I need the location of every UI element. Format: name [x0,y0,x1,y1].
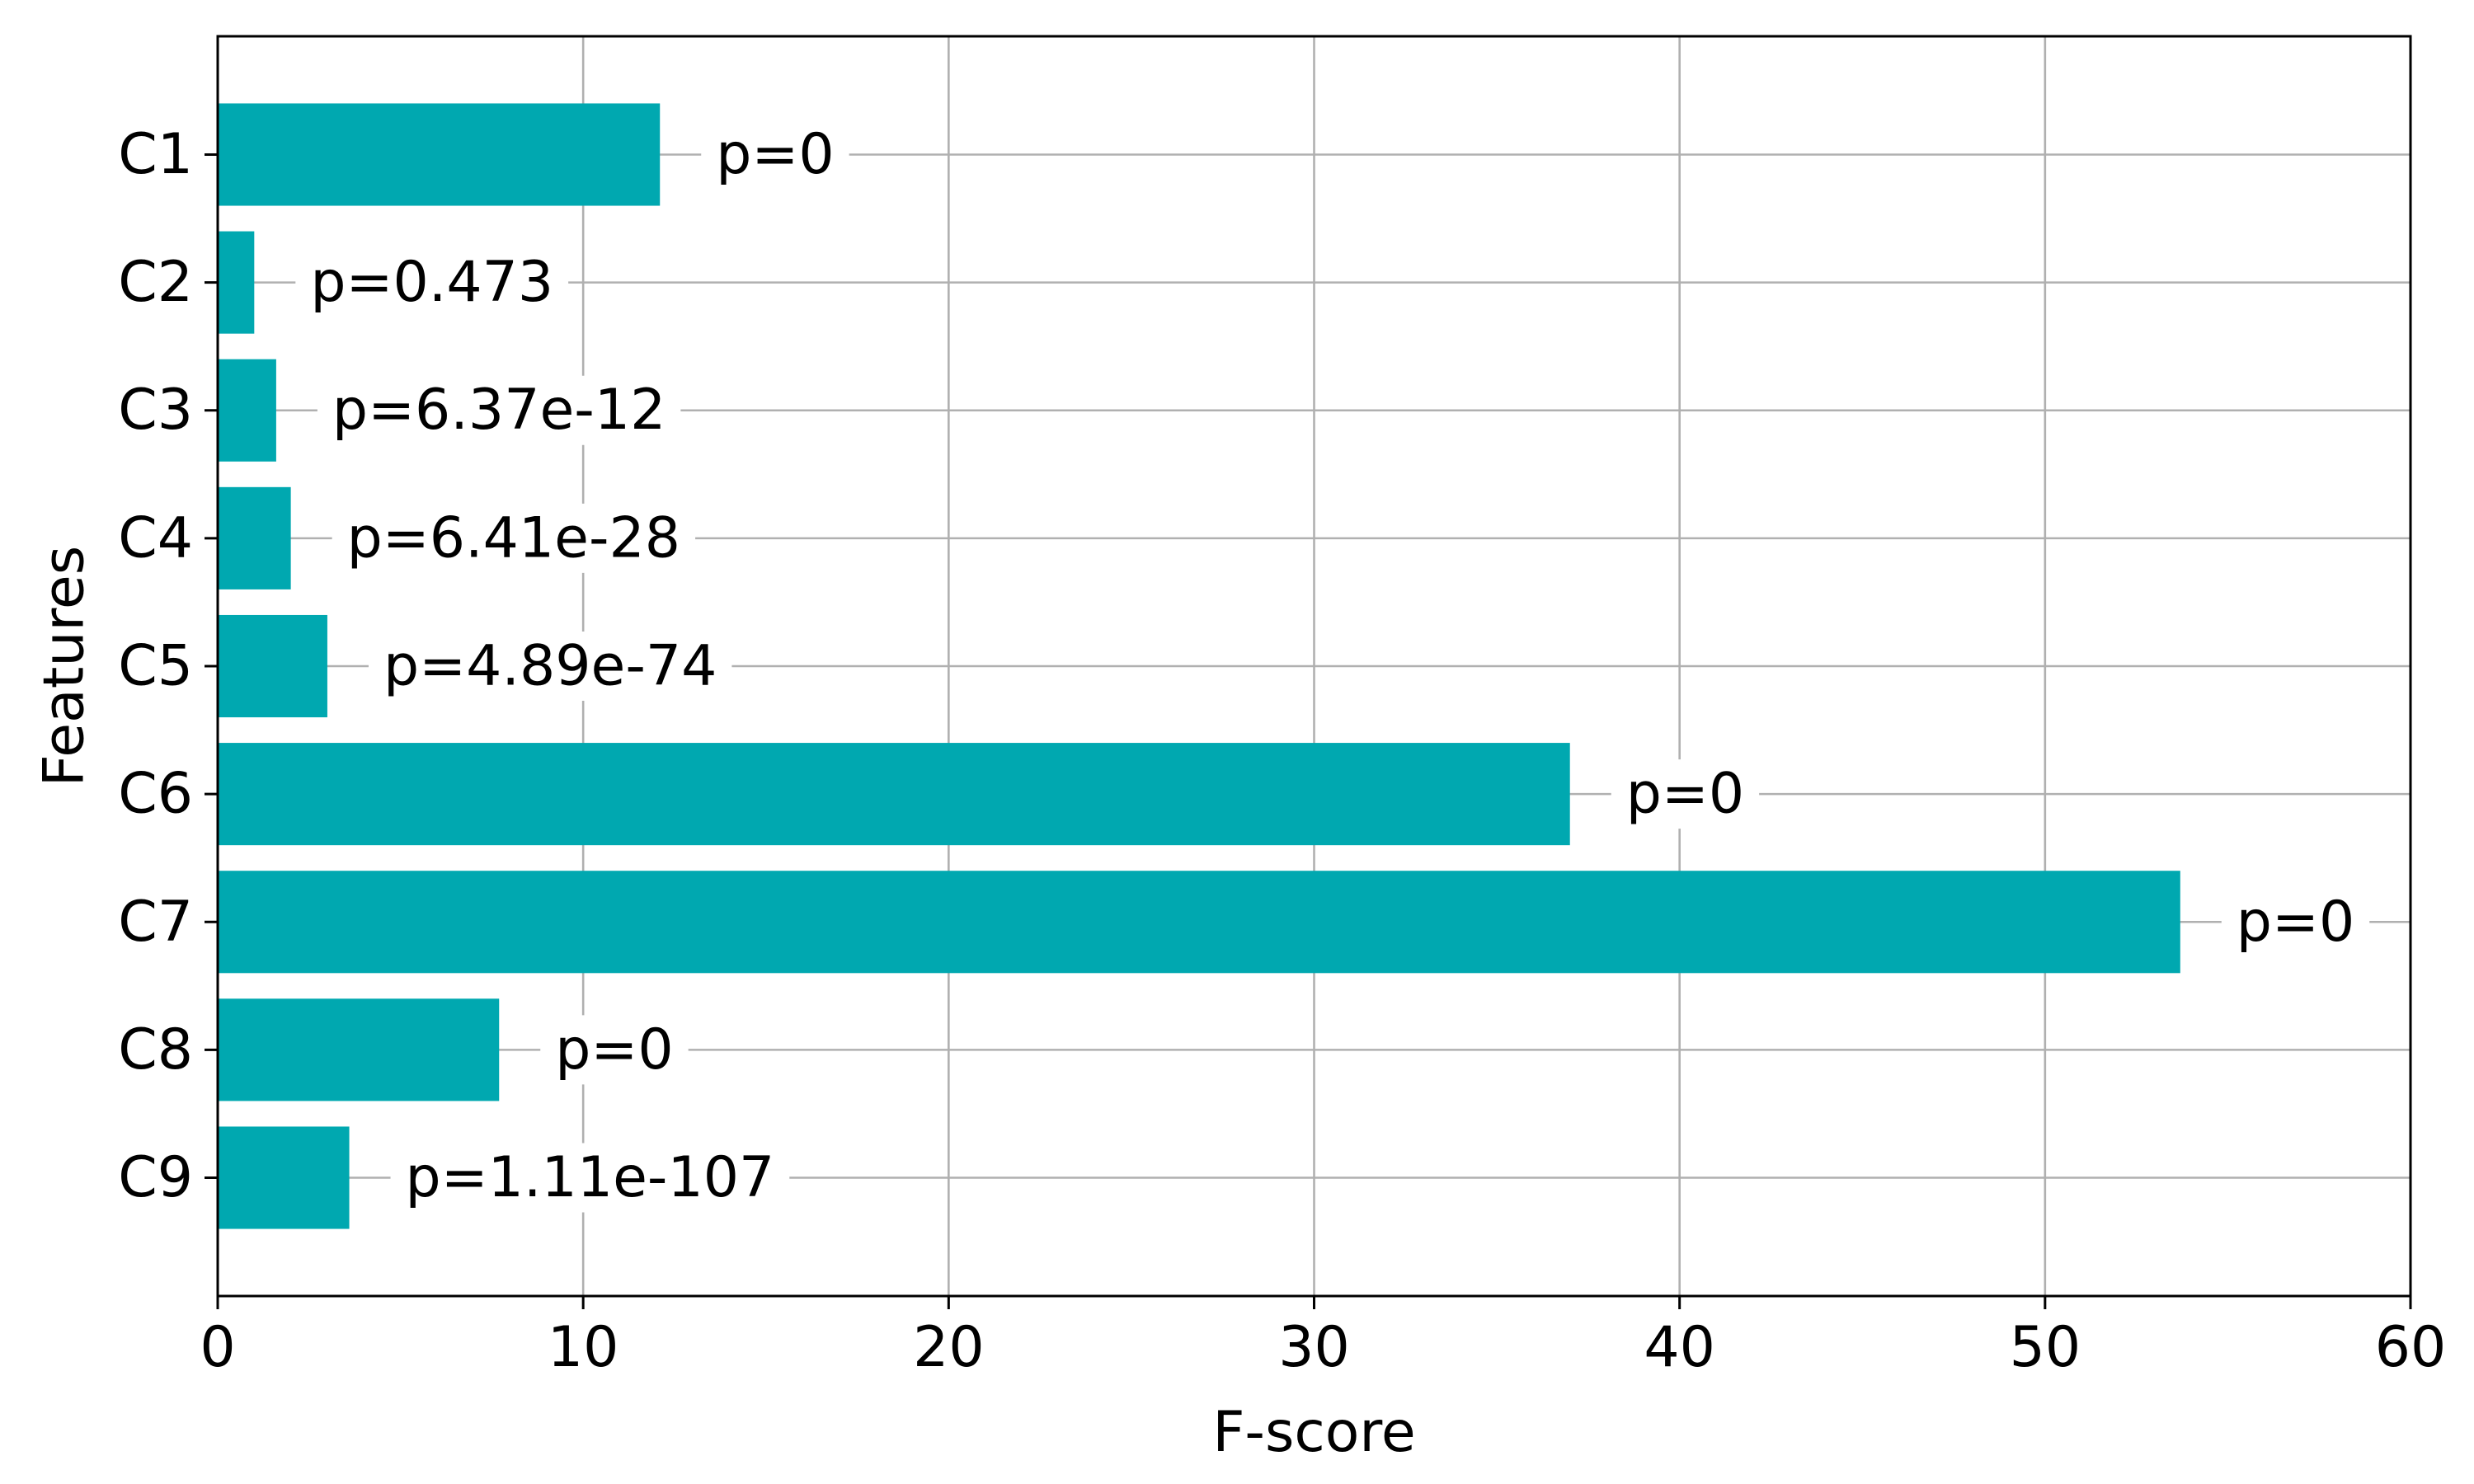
bar-label-c7: p=0 [2236,890,2354,955]
bar-label-background [701,120,849,190]
x-tick-label: 20 [913,1315,985,1380]
bar-c7 [218,871,2180,974]
bar-c1 [218,103,661,206]
bar-label-c5: p=4.89e-74 [383,634,717,699]
x-tick-label: 50 [2010,1315,2081,1380]
y-tick-label-c8: C8 [118,1017,193,1082]
bar-label-c4: p=6.41e-28 [347,505,680,571]
y-tick-label-c1: C1 [118,122,193,187]
bar-c2 [218,231,255,334]
bar-label-c6: p=0 [1626,762,1744,827]
bar-label-background [1611,759,1760,829]
bar-label-background [295,247,569,317]
y-axis-title: Features [32,546,97,787]
bar-label-c1: p=0 [716,122,834,187]
y-tick-label-c5: C5 [118,634,193,699]
y-tick-label-c9: C9 [118,1145,193,1210]
x-tick-label: 0 [200,1315,235,1380]
x-tick-label: 30 [1278,1315,1350,1380]
bar-label-background [332,503,696,573]
bars [218,103,2180,1229]
bar-c9 [218,1126,350,1229]
ticks: 0 10 20 30 40 50 60 C1 C2 C3 C4 C5 C6 C7 C8 C9 [118,122,2446,1380]
y-tick-label-c6: C6 [118,762,193,827]
bar-c3 [218,359,276,462]
x-tick-label: 40 [1644,1315,1715,1380]
bar-label-background [317,375,681,445]
bar-label-background [368,632,732,701]
x-tick-label: 60 [2375,1315,2447,1380]
bar-label-c9: p=1.11e-107 [406,1145,775,1210]
y-tick-label-c2: C2 [118,250,193,315]
bar-c5 [218,614,327,718]
bar-c8 [218,998,500,1101]
bar-c4 [218,486,291,589]
bar-label-background [390,1143,790,1213]
bar-label-c2: p=0.473 [310,250,553,315]
bar-label-c3: p=6.37e-12 [332,378,666,443]
bar-label-background [540,1015,689,1085]
bar-label-background [2221,887,2370,957]
x-tick-label: 10 [548,1315,619,1380]
y-tick-label-c4: C4 [118,505,193,571]
bar-c6 [218,743,1570,846]
x-axis-title: F-score [1212,1400,1415,1465]
y-tick-label-c3: C3 [118,378,193,443]
bar-label-c8: p=0 [555,1017,673,1082]
y-tick-label-c7: C7 [118,890,193,955]
bar-labels: p=0 p=0.473 p=6.37e-12 p=6.41e-28 p=4.89e-74… [295,120,2370,1213]
